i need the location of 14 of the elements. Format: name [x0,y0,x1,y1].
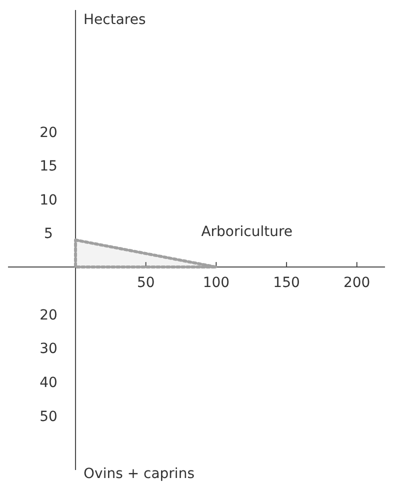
y-tick-label: 10 [40,192,58,208]
y2-tick-label: 30 [40,341,58,358]
y-tick-label: 5 [44,226,53,242]
y2-tick-label: 40 [40,375,58,392]
annotation: Hectares [84,12,146,28]
y-tick-label: 15 [40,158,58,175]
series-label: Arboriculture [201,224,293,240]
x-tick-label: 50 [136,275,155,292]
x-tick-label: 100 [202,275,230,292]
annotation: Ovins + caprins [84,466,194,482]
y2-tick-label: 50 [40,408,58,425]
x-tick-label: 150 [273,275,300,292]
x-tick-label: 200 [344,275,370,292]
y-tick-label: 20 [40,124,58,141]
